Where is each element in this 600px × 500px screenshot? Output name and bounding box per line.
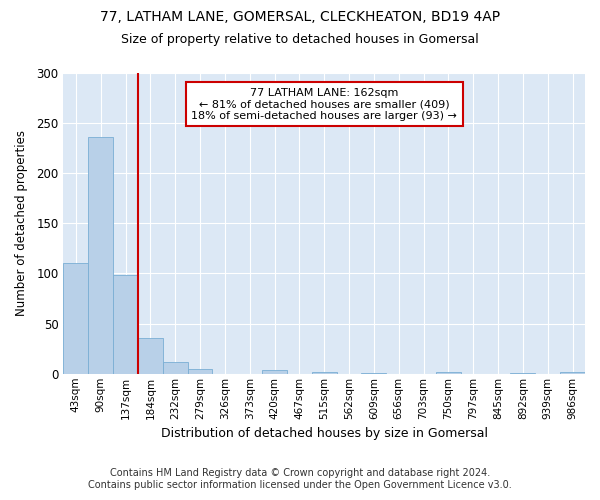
Bar <box>163 362 188 374</box>
X-axis label: Distribution of detached houses by size in Gomersal: Distribution of detached houses by size … <box>161 427 488 440</box>
Text: 77, LATHAM LANE, GOMERSAL, CLECKHEATON, BD19 4AP: 77, LATHAM LANE, GOMERSAL, CLECKHEATON, … <box>100 10 500 24</box>
Bar <box>64 264 88 374</box>
Bar <box>262 370 287 374</box>
Bar <box>138 338 163 374</box>
Bar <box>113 276 138 374</box>
Bar <box>361 373 386 374</box>
Bar <box>511 373 535 374</box>
Y-axis label: Number of detached properties: Number of detached properties <box>15 130 28 316</box>
Bar <box>188 368 212 374</box>
Bar <box>88 137 113 374</box>
Text: Contains HM Land Registry data © Crown copyright and database right 2024.
Contai: Contains HM Land Registry data © Crown c… <box>88 468 512 490</box>
Bar <box>312 372 337 374</box>
Text: Size of property relative to detached houses in Gomersal: Size of property relative to detached ho… <box>121 32 479 46</box>
Text: 77 LATHAM LANE: 162sqm
← 81% of detached houses are smaller (409)
18% of semi-de: 77 LATHAM LANE: 162sqm ← 81% of detached… <box>191 88 457 121</box>
Bar <box>560 372 585 374</box>
Bar <box>436 372 461 374</box>
